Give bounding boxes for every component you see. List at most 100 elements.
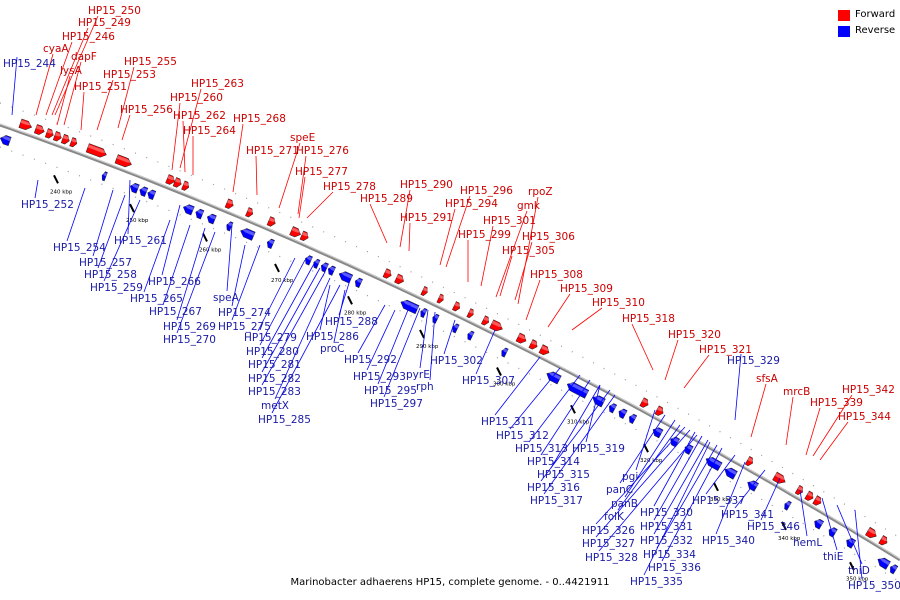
reverse-gene xyxy=(147,189,157,200)
reverse-gene xyxy=(467,330,475,341)
leader-hp15-301 xyxy=(480,225,494,287)
forward-gene xyxy=(489,319,504,332)
gene-label-hp15-307: HP15_307 xyxy=(462,375,515,387)
gene-label-hp15-330: HP15_330 xyxy=(640,507,693,519)
gene-label-hp15-329: HP15_329 xyxy=(727,355,780,367)
gene-label-hp15-277: HP15_277 xyxy=(295,166,348,178)
leader-hp15-266 xyxy=(161,204,181,276)
gene-label-hp15-295: HP15_295 xyxy=(364,385,417,397)
gene-label-hp15-328: HP15_328 xyxy=(585,552,638,564)
gene-label-hp15-252: HP15_252 xyxy=(21,199,74,211)
leader-hp15-340 xyxy=(715,461,746,535)
forward-gene xyxy=(528,339,539,350)
leader-hp15-332 xyxy=(653,439,709,535)
reverse-gene xyxy=(890,564,899,575)
leader-hp15-262 xyxy=(182,120,186,173)
leader-hp15-302 xyxy=(443,319,456,355)
leader-hp15-295 xyxy=(377,304,411,385)
gene-label-hp15-312: HP15_312 xyxy=(496,430,549,442)
scale-tick-mark xyxy=(496,367,502,376)
leader-hp15-256 xyxy=(121,114,131,141)
scale-tick-mark xyxy=(129,203,135,213)
leader-hp15-320 xyxy=(664,339,679,381)
forward-gene xyxy=(480,315,490,326)
reverse-gene xyxy=(501,347,509,358)
scale-tick-label: 290 kbp xyxy=(416,344,439,350)
legend-forward-label: Forward xyxy=(855,9,896,20)
scale-tick-mark xyxy=(202,232,208,242)
gene-label-hp15-315: HP15_315 xyxy=(537,469,590,481)
gene-label-hp15-283: HP15_283 xyxy=(248,386,301,398)
leader-hp15-334 xyxy=(656,444,718,549)
gene-label-hp15-251: HP15_251 xyxy=(74,81,127,93)
gene-label-hp15-264: HP15_264 xyxy=(183,125,236,137)
forward-gene xyxy=(466,308,475,319)
leader-hp15-294 xyxy=(439,208,456,266)
gene-label-hp15-350: HP15_350 xyxy=(848,580,900,592)
scale-tick-label: 260 kbp xyxy=(199,247,222,253)
leader-hp15-313 xyxy=(528,374,581,443)
leader-hp15-283 xyxy=(261,271,326,386)
leader-hp15-286 xyxy=(319,284,331,331)
scale-tick-label: 340 kbp xyxy=(778,536,801,542)
leader-hp15-292 xyxy=(357,304,386,354)
reverse-gene xyxy=(183,204,195,216)
leader-hp15-331 xyxy=(653,435,703,521)
leader-heml xyxy=(799,489,808,537)
gene-label-hp15-331: HP15_331 xyxy=(640,521,693,533)
gene-label-pyre: pyrE xyxy=(406,369,430,381)
gene-label-hp15-334: HP15_334 xyxy=(643,549,696,561)
leader-spee xyxy=(278,142,301,209)
gene-label-hp15-310: HP15_310 xyxy=(592,297,645,309)
gene-label-hp15-275: HP15_275 xyxy=(218,321,271,333)
leader-hp15-305 xyxy=(499,255,513,297)
reverse-gene xyxy=(226,221,234,232)
leader-hp15-252 xyxy=(34,179,39,199)
leader-hp15-257 xyxy=(92,189,114,257)
leader-hp15-261 xyxy=(127,179,131,235)
gene-label-hp15-316: HP15_316 xyxy=(527,482,580,494)
forward-gene xyxy=(60,133,70,145)
leader-hp15-344 xyxy=(819,421,849,461)
gene-label-proc: proC xyxy=(320,343,345,355)
forward-gene xyxy=(654,405,665,416)
reverse-gene xyxy=(355,277,363,288)
gene-label-spee: speE xyxy=(290,132,315,144)
gene-label-hp15-282: HP15_282 xyxy=(248,373,301,385)
reverse-gene xyxy=(652,427,664,439)
forward-gene xyxy=(812,495,823,506)
gene-label-hp15-259: HP15_259 xyxy=(90,282,143,294)
reverse-gene xyxy=(420,308,428,318)
gene-label-pgi: pgi xyxy=(622,471,638,483)
forward-gene xyxy=(515,332,527,344)
legend-reverse-label: Reverse xyxy=(855,25,896,36)
reverse-gene xyxy=(846,538,857,549)
reverse-gene xyxy=(400,299,420,315)
gene-label-hp15-281: HP15_281 xyxy=(248,359,301,371)
leader-lysa xyxy=(56,75,71,126)
leader-thid xyxy=(836,504,863,565)
reverse-gene xyxy=(724,467,738,480)
forward-gene xyxy=(18,118,33,131)
leader-hp15-289 xyxy=(369,203,388,244)
genome-backbone xyxy=(0,102,900,583)
forward-gene xyxy=(85,143,108,158)
forward-gene xyxy=(69,137,78,148)
gene-label-hp15-291: HP15_291 xyxy=(400,212,453,224)
gene-label-sfsa: sfsA xyxy=(756,373,779,385)
scale-tick-label: 330 kbp xyxy=(710,497,733,503)
gene-label-hp15-302: HP15_302 xyxy=(430,355,483,367)
leader-hp15-335 xyxy=(643,441,711,576)
gene-label-hp15-306: HP15_306 xyxy=(522,231,575,243)
leader-hp15-274 xyxy=(231,244,246,307)
reverse-gene xyxy=(327,265,336,276)
forward-gene xyxy=(744,456,754,467)
gene-label-rpoz: rpoZ xyxy=(528,186,553,198)
leader-hp15-258 xyxy=(97,194,126,269)
forward-gene xyxy=(245,207,254,218)
forward-gene xyxy=(436,293,445,304)
forward-gene xyxy=(289,226,302,238)
leader-gmk xyxy=(495,210,528,298)
gene-label-hp15-337: HP15_337 xyxy=(692,495,745,507)
forward-gene xyxy=(772,471,787,484)
